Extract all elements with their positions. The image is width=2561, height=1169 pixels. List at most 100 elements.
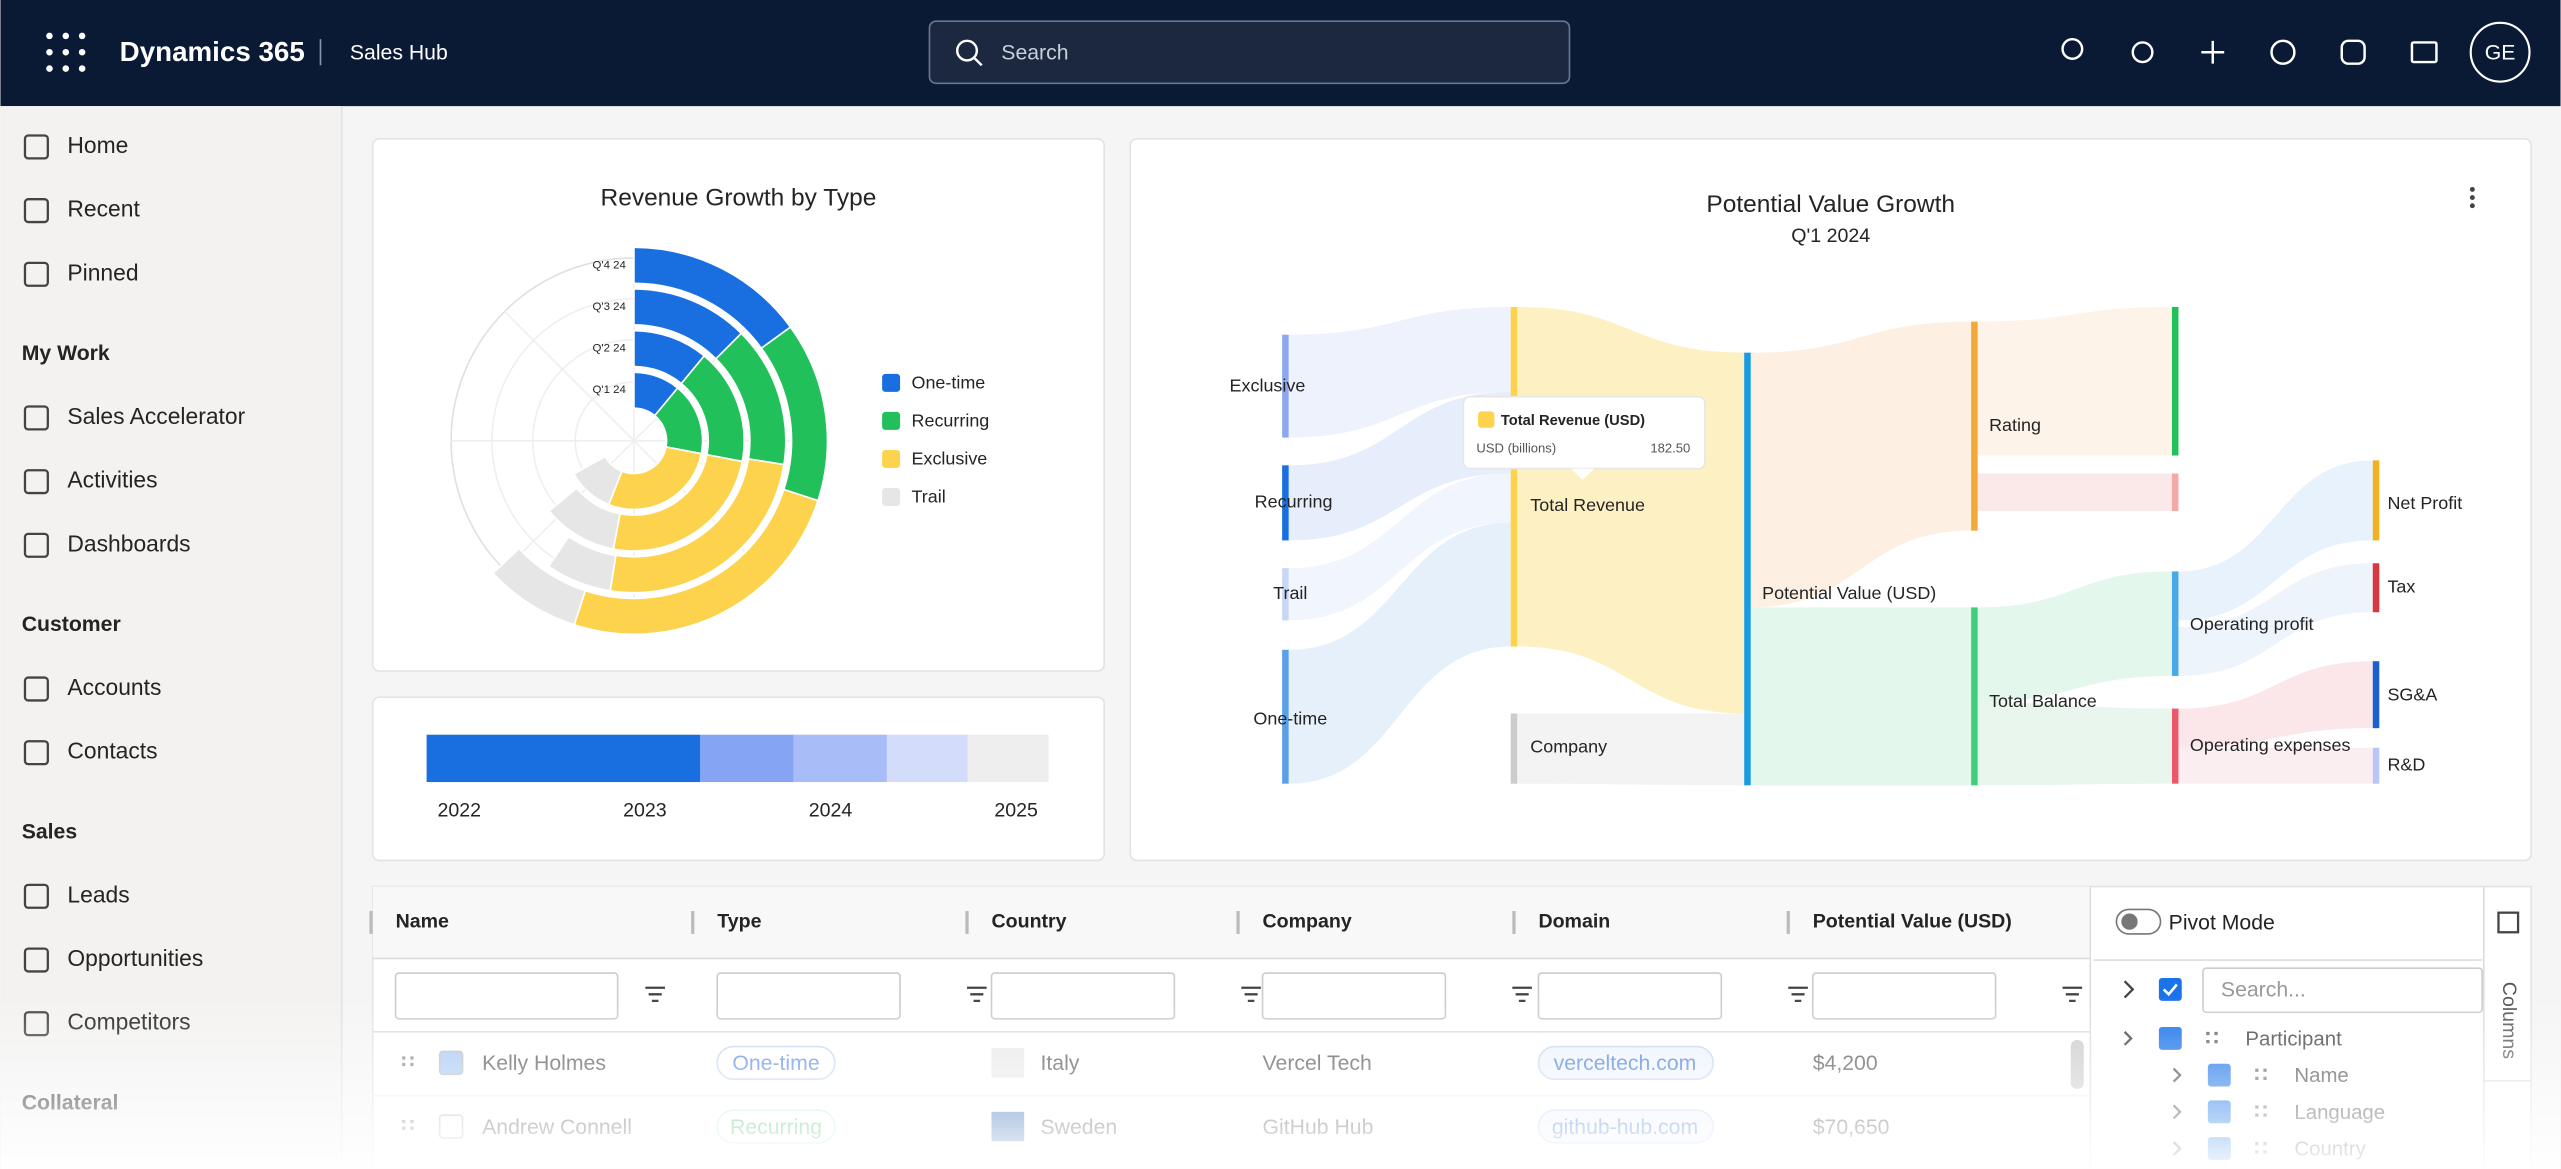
nav-icon: [23, 740, 49, 766]
timeline-label: 2024: [809, 800, 853, 822]
nav-item[interactable]: Accounts: [67, 674, 161, 700]
nav-item[interactable]: Activities: [67, 467, 157, 493]
sankey-link: [2178, 661, 2373, 748]
legend-label: Exclusive: [912, 448, 988, 468]
ring-label: Q'4 24: [593, 259, 627, 271]
search-icon: [973, 57, 983, 67]
radial-grid: [504, 310, 635, 442]
sankey-node: [2372, 747, 2380, 784]
timeline: 2022 2023 2024 2025: [426, 734, 1049, 822]
column-header[interactable]: Name: [396, 911, 449, 933]
pivot-toggle[interactable]: [2115, 908, 2162, 935]
columns-icon[interactable]: [2497, 911, 2520, 934]
sankey-node: [1971, 607, 1978, 786]
nav-icon: [23, 676, 49, 702]
nav-item[interactable]: Contacts: [67, 738, 157, 764]
sankey-node: [1510, 713, 1518, 784]
sankey-link: [1288, 306, 1511, 438]
sankey-link: [2178, 460, 2373, 621]
sankey-link: [1750, 607, 1972, 786]
polar-bar: [491, 547, 587, 626]
sankey-link: [1750, 321, 1972, 608]
node-label: Tax: [2387, 576, 2415, 596]
fade-overlay: [0, 995, 2561, 1169]
tooltip-arrow: [1571, 468, 1594, 481]
column-header[interactable]: Potential Value (USD): [1813, 911, 2012, 933]
sankey-node: [1282, 649, 1289, 784]
legend-swatch: [882, 373, 901, 392]
chart-subtitle: Q'1 2024: [1791, 225, 1870, 247]
new-icon[interactable]: [2201, 40, 2225, 64]
nav-icon: [23, 261, 49, 287]
nav-icon: [23, 883, 49, 909]
sankey-node: [2372, 460, 2380, 541]
search-box[interactable]: [928, 20, 1571, 85]
sankey-link: [1288, 391, 1511, 541]
copilot-icon[interactable]: [2340, 39, 2366, 65]
node-label: One-time: [1253, 709, 1327, 729]
nav-item[interactable]: Home: [67, 132, 128, 158]
node-label: Rating: [1989, 415, 2041, 435]
app-launcher[interactable]: [46, 32, 86, 72]
sankey-chart: Exclusive Recurring Trail One-time Total Rev…: [1230, 306, 2462, 786]
sankey-node: [2171, 708, 2179, 784]
tooltip-title: Total Revenue (USD): [1501, 413, 1645, 429]
nav-section: Sales: [22, 820, 77, 843]
sankey-link: [1977, 306, 2172, 456]
header-icons: [2061, 21, 2531, 83]
column-header[interactable]: Country: [992, 911, 1067, 933]
sankey-node: [2171, 306, 2179, 456]
sankey-link: [1288, 473, 1511, 621]
polar-chart: Q'1 24 Q'2 24 Q'3 24 Q'4 24 One-time Recurrin…: [450, 246, 989, 636]
search-icon: [956, 39, 979, 62]
settings-icon[interactable]: [2131, 41, 2154, 64]
nav-item[interactable]: Opportunities: [67, 945, 203, 971]
node-label: R&D: [2387, 754, 2425, 774]
nav-icon: [23, 947, 49, 973]
feedback-icon[interactable]: [2410, 41, 2438, 64]
nav-section: Customer: [22, 613, 121, 636]
chart-title: Revenue Growth by Type: [601, 185, 877, 212]
polar-bar: [547, 487, 621, 551]
node-label: Total Revenue: [1530, 495, 1645, 515]
nav-icon: [23, 134, 49, 160]
column-header[interactable]: Domain: [1538, 911, 1610, 933]
timeline-label: 2025: [994, 800, 1038, 822]
sankey-link: [1977, 702, 2172, 786]
nav-section: My Work: [22, 342, 110, 365]
timeline-segment: [967, 734, 1049, 783]
node-label: Operating expenses: [2190, 735, 2351, 755]
sankey-link: [1977, 571, 2172, 703]
ring-label: Q'2 24: [593, 343, 627, 355]
node-label: Exclusive: [1230, 376, 1306, 396]
sankey-link: [2178, 563, 2373, 676]
polar-bar: [607, 445, 703, 511]
checkbox[interactable]: [2158, 977, 2182, 1001]
nav-icon: [23, 469, 49, 495]
sankey-link: [1977, 473, 2172, 512]
pivot-label: Pivot Mode: [2169, 912, 2275, 935]
node-label: Net Profit: [2387, 493, 2462, 513]
legend-swatch: [882, 488, 901, 506]
column-header[interactable]: Company: [1263, 911, 1352, 933]
nav-item[interactable]: Leads: [67, 881, 129, 907]
nav-item[interactable]: Sales Accelerator: [67, 403, 245, 429]
node-label: Potential Value (USD): [1762, 583, 1936, 603]
timeline-segment: [793, 734, 887, 783]
column-header[interactable]: Type: [717, 911, 761, 933]
timeline-segment: [700, 734, 794, 783]
help-icon[interactable]: [2270, 39, 2296, 65]
nav-item[interactable]: Recent: [67, 196, 140, 222]
sankey-link: [1517, 713, 1745, 786]
nav-item[interactable]: Dashboards: [67, 530, 190, 556]
ideas-icon[interactable]: [2061, 37, 2084, 61]
legend-label: One-time: [912, 372, 986, 392]
expand-icon[interactable]: [2123, 980, 2135, 999]
polar-bar: [547, 535, 617, 592]
avatar[interactable]: [2469, 21, 2531, 83]
nav-item[interactable]: Pinned: [67, 259, 138, 285]
sankey-node: [2372, 661, 2380, 729]
node-label: Company: [1530, 737, 1607, 757]
more-menu[interactable]: [2469, 186, 2475, 209]
